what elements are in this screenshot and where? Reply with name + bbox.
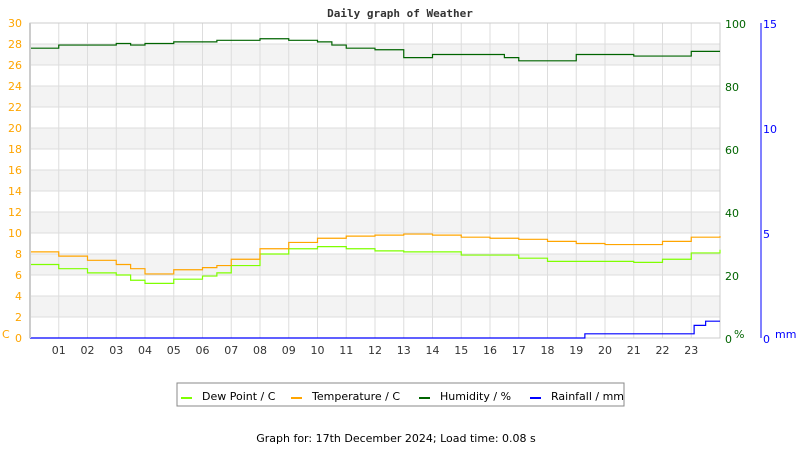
x-tick-label: 03 (109, 344, 123, 357)
y-left-tick-label: 8 (15, 248, 22, 261)
legend: Dew Point / C Temperature / C Humidity / %… (176, 382, 625, 407)
x-tick-label: 07 (224, 344, 238, 357)
y-left-tick-label: 22 (8, 101, 22, 114)
x-tick-label: 12 (368, 344, 382, 357)
y-rain-tick-label: 5 (763, 228, 770, 241)
x-tick-label: 11 (339, 344, 353, 357)
y-left-tick-label: 18 (8, 143, 22, 156)
x-tick-label: 10 (311, 344, 325, 357)
y-left-tick-label: 4 (15, 290, 22, 303)
y-left-tick-label: 24 (8, 80, 22, 93)
x-tick-label: 19 (569, 344, 583, 357)
legend-label: Temperature / C (311, 390, 400, 403)
x-tick-label: 01 (52, 344, 66, 357)
y-left-tick-label: 20 (8, 122, 22, 135)
y-left-tick-label: 12 (8, 206, 22, 219)
y-left-tick-label: 6 (15, 269, 22, 282)
footer-text: Graph for: 17th December 2024; Load time… (256, 432, 536, 445)
right-axis-unit: % (734, 328, 744, 341)
x-tick-label: 21 (627, 344, 641, 357)
y-left-tick-label: 14 (8, 185, 22, 198)
y-rain-tick-label: 0 (763, 333, 770, 346)
legend-label: Rainfall / mm (551, 390, 624, 403)
x-tick-label: 13 (397, 344, 411, 357)
x-tick-label: 20 (598, 344, 612, 357)
y-right-tick-label: 20 (725, 270, 739, 283)
y-right-tick-label: 100 (725, 18, 746, 31)
x-tick-label: 16 (483, 344, 497, 357)
y-left-tick-label: 16 (8, 164, 22, 177)
rain-axis-unit: mm (775, 328, 796, 341)
y-rain-tick-label: 10 (763, 123, 777, 136)
series-line-0 (30, 246, 721, 284)
x-tick-label: 15 (454, 344, 468, 357)
y-right-tick-label: 40 (725, 207, 739, 220)
left-axis-unit: C (2, 328, 10, 341)
chart-title: Daily graph of Weather (327, 7, 473, 20)
y-left-tick-label: 0 (15, 332, 22, 345)
x-tick-label: 02 (81, 344, 95, 357)
series-line-3 (30, 320, 720, 339)
legend-label: Humidity / % (440, 390, 511, 403)
series-line-1 (30, 233, 721, 275)
x-tick-label: 23 (684, 344, 698, 357)
x-tick-label: 06 (196, 344, 210, 357)
x-tick-label: 09 (282, 344, 296, 357)
x-tick-label: 14 (426, 344, 440, 357)
y-left-tick-label: 26 (8, 59, 22, 72)
y-left-tick-label: 2 (15, 311, 22, 324)
x-tick-label: 04 (138, 344, 152, 357)
y-right-tick-label: 80 (725, 81, 739, 94)
legend-label: Dew Point / C (202, 390, 276, 403)
x-tick-label: 08 (253, 344, 267, 357)
y-right-tick-label: 60 (725, 144, 739, 157)
series-line-2 (30, 38, 720, 62)
x-tick-label: 05 (167, 344, 181, 357)
y-rain-tick-label: 15 (763, 18, 777, 31)
y-right-tick-label: 0 (725, 333, 732, 346)
x-tick-label: 17 (512, 344, 526, 357)
x-tick-label: 22 (656, 344, 670, 357)
y-left-tick-label: 28 (8, 38, 22, 51)
x-tick-label: 18 (541, 344, 555, 357)
y-left-tick-label: 10 (8, 227, 22, 240)
y-left-tick-label: 30 (8, 17, 22, 30)
